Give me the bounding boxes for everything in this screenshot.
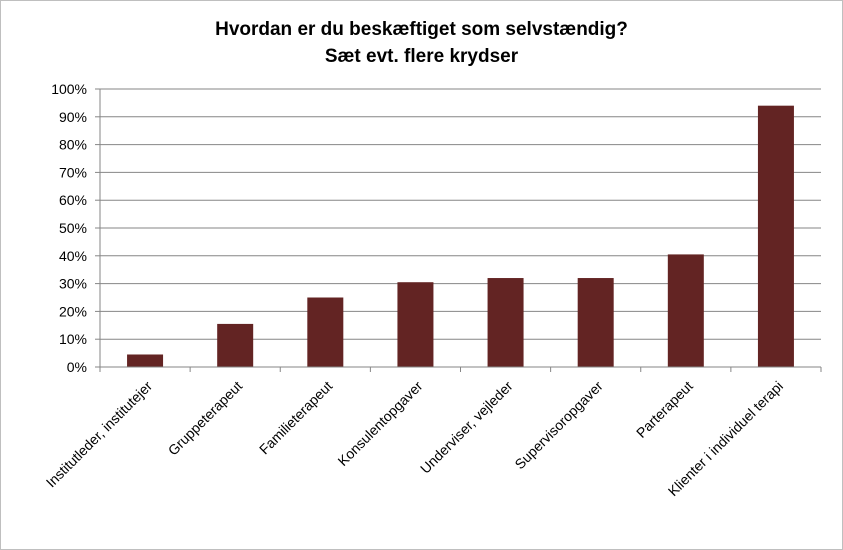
y-tick-label: 40% <box>59 248 87 264</box>
bars <box>127 105 794 368</box>
x-tick-labels: Institutleder, institutejer Gruppeterapeu… <box>43 378 786 500</box>
y-tick-label: 60% <box>59 192 87 208</box>
bar <box>217 323 254 367</box>
y-tick-label: 10% <box>59 331 87 347</box>
x-tick-label: Underviser, vejleder <box>417 378 516 477</box>
x-tick-label: Gruppeterapeut <box>165 378 246 459</box>
y-tick-label: 50% <box>59 220 87 236</box>
chart-title: Hvordan er du beskæftiget som selvstændi… <box>215 19 628 40</box>
y-tick-label: 30% <box>59 276 87 292</box>
x-tick-label: Institutleder, institutejer <box>43 378 156 491</box>
y-tick-labels: 0% 10% 20% 30% 40% 50% 60% 70% 80% 90% 100% <box>51 81 87 375</box>
y-tick-label: 90% <box>59 109 87 125</box>
bar <box>307 297 344 367</box>
bar <box>667 254 704 367</box>
bar <box>487 278 524 367</box>
y-tick-label: 100% <box>51 81 87 97</box>
y-tick-label: 20% <box>59 303 87 319</box>
bar <box>757 105 794 368</box>
bar <box>127 354 164 367</box>
axes <box>99 89 822 372</box>
chart-title-block: Hvordan er du beskæftiget som selvstændi… <box>0 16 843 70</box>
chart-subtitle: Sæt evt. flere krydser <box>324 46 519 67</box>
x-tick-label: Konsulentopgaver <box>334 378 425 469</box>
gridlines <box>95 88 821 368</box>
y-tick-label: 80% <box>59 137 87 153</box>
x-tick-label: Familieterapeut <box>256 378 336 458</box>
bar <box>397 282 434 367</box>
bar <box>577 278 614 367</box>
x-tick-label: Supervisoropgaver <box>511 378 606 473</box>
x-tick-label: Parterapeut <box>633 378 696 441</box>
y-tick-label: 0% <box>67 359 87 375</box>
y-tick-label: 70% <box>59 164 87 180</box>
